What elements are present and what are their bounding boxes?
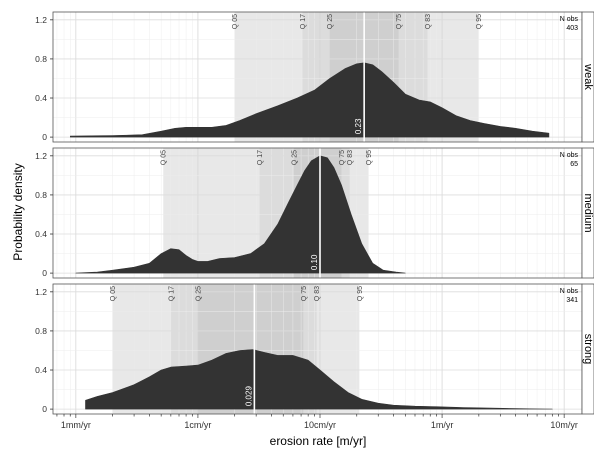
quantile-label: Q 25 — [195, 286, 202, 301]
y-axis-label: Probability density — [11, 163, 25, 260]
quantile-label: Q 17 — [168, 286, 175, 301]
quantile-label: Q 17 — [257, 150, 264, 165]
x-tick-label: 10cm/yr — [304, 420, 336, 430]
panel-weak: 0.23 Q 05 Q 17 Q 25 Q 75 Q 83 Q 95 N obs 403 weak… — [35, 11, 594, 143]
y-tick-label: 1.2 — [35, 287, 47, 297]
panel-strip-label: strong — [582, 334, 594, 365]
density-area — [75, 155, 406, 274]
y-tick-label: 0 — [42, 404, 47, 414]
quantile-label: Q 75 — [396, 14, 403, 29]
panel-plot-area: 0.23 Q 05 Q 17 Q 25 Q 75 Q 83 Q 95 N obs 403 — [53, 12, 582, 142]
quantile-label: Q 05 — [232, 14, 239, 29]
quantile-label: Q 83 — [314, 286, 321, 301]
y-tick-label: 1.2 — [35, 15, 47, 25]
x-tick-label: 1cm/yr — [184, 420, 211, 430]
quantile-label: Q 75 — [301, 286, 308, 301]
density-area — [70, 62, 550, 138]
x-tick-label: 10m/yr — [550, 420, 578, 430]
n-obs-label: N obs — [560, 152, 579, 159]
n-obs-value: 403 — [566, 25, 578, 32]
n-obs-label: N obs — [560, 288, 579, 295]
quantile-label: Q 75 — [339, 150, 346, 165]
y-tick-label: 0.4 — [35, 229, 47, 239]
x-tick-label: 1mm/yr — [61, 420, 91, 430]
quantile-label: Q 25 — [327, 14, 334, 29]
y-tick-label: 1.2 — [35, 151, 47, 161]
y-tick-label: 0.4 — [35, 93, 47, 103]
panel-strip-label: weak — [582, 63, 594, 90]
density-area — [85, 349, 553, 410]
n-obs-value: 341 — [566, 297, 578, 304]
y-tick-label: 0 — [42, 268, 47, 278]
quantile-label: Q 05 — [161, 150, 168, 165]
panel-plot-area: 0.029 Q 05 Q 17 Q 25 Q 75 Q 83 Q 95 N obs 341 — [53, 284, 582, 414]
panel-strip — [581, 11, 594, 143]
quantile-label: Q 05 — [110, 286, 117, 301]
panel-strip-label: medium — [582, 193, 594, 232]
y-tick-label: 0 — [42, 132, 47, 142]
y-tick-label: 0.8 — [35, 326, 47, 336]
panel-strip — [581, 283, 594, 415]
quantile-label: Q 83 — [347, 150, 354, 165]
x-axis-label: erosion rate [m/yr] — [270, 434, 367, 448]
x-axis: 1mm/yr 1cm/yr 10cm/yr 1m/yr 10m/yr — [56, 414, 578, 430]
panel-medium: 0.10 Q 05 Q 17 Q 25 Q 75 Q 83 Q 95 N obs 65 mediu… — [35, 147, 594, 279]
quantile-label: Q 95 — [366, 150, 373, 165]
median-label: 0.23 — [354, 118, 363, 134]
quantile-label: Q 83 — [425, 14, 432, 29]
median-label: 0.10 — [310, 254, 319, 270]
panels-group: 0.23Q 05 Q 17 Q 25 Q 75 Q 83 Q 95 N obs403weak… — [35, 11, 594, 415]
panel-strip — [581, 147, 594, 279]
median-label: 0.029 — [244, 386, 253, 407]
y-tick-label: 0.8 — [35, 190, 47, 200]
y-tick-label: 0.8 — [35, 54, 47, 64]
n-obs-label: N obs — [560, 16, 579, 23]
quantile-label: Q 95 — [357, 286, 364, 301]
n-obs-value: 65 — [570, 161, 578, 168]
y-tick-label: 0.4 — [35, 365, 47, 375]
quantile-label: Q 95 — [476, 14, 483, 29]
quantile-label: Q 17 — [300, 14, 307, 29]
x-tick-label: 1m/yr — [431, 420, 454, 430]
panel-strong: 0.029 Q 05 Q 17 Q 25 Q 75 Q 83 Q 95 N obs 341 str… — [35, 283, 594, 415]
panel-plot-area: 0.10 Q 05 Q 17 Q 25 Q 75 Q 83 Q 95 N obs 65 — [53, 148, 582, 278]
quantile-label: Q 25 — [291, 150, 298, 165]
